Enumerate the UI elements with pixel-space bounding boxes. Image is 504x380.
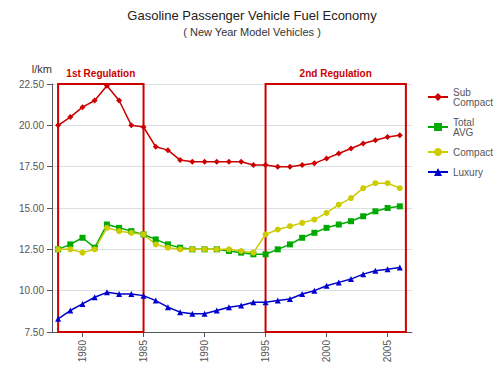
- svg-text:1st Regulation: 1st Regulation: [66, 68, 135, 79]
- svg-text:l/km: l/km: [32, 63, 52, 75]
- svg-text:22.50: 22.50: [19, 79, 44, 90]
- svg-text:1995: 1995: [260, 340, 271, 363]
- svg-text:2005: 2005: [382, 340, 393, 363]
- svg-text:1990: 1990: [199, 340, 210, 363]
- svg-text:Total: Total: [453, 116, 475, 128]
- svg-text:Compact: Compact: [453, 97, 493, 108]
- svg-text:2000: 2000: [321, 340, 332, 363]
- svg-text:20.00: 20.00: [19, 120, 44, 131]
- svg-text:7.50: 7.50: [25, 327, 45, 338]
- svg-text:Sub: Sub: [453, 86, 471, 98]
- svg-text:1985: 1985: [138, 340, 149, 363]
- svg-text:( New Year Model Vehicles ): ( New Year Model Vehicles ): [183, 26, 321, 38]
- svg-text:Luxury: Luxury: [453, 167, 483, 178]
- svg-text:17.50: 17.50: [19, 161, 44, 172]
- svg-text:AVG: AVG: [453, 127, 474, 138]
- svg-text:Compact: Compact: [453, 147, 493, 158]
- svg-text:10.00: 10.00: [19, 285, 44, 296]
- svg-text:Gasoline Passenger Vehicle Fue: Gasoline Passenger Vehicle Fuel Economy: [127, 8, 377, 23]
- svg-text:1980: 1980: [77, 340, 88, 363]
- svg-text:2nd Regulation: 2nd Regulation: [300, 68, 372, 79]
- svg-text:15.00: 15.00: [19, 203, 44, 214]
- svg-text:12.50: 12.50: [19, 244, 44, 255]
